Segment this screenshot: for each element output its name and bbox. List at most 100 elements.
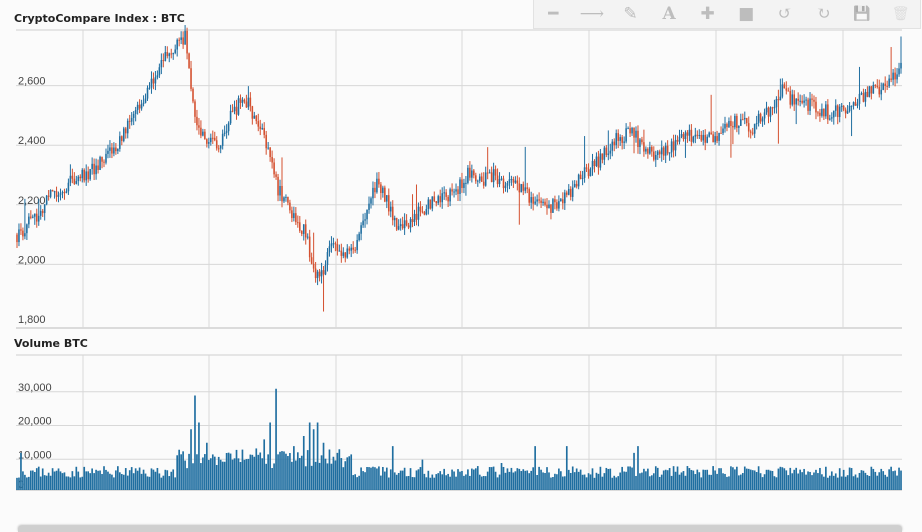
- volume-bar: [656, 467, 659, 490]
- candle-body: [498, 178, 501, 185]
- volume-bar: [122, 474, 125, 490]
- volume-bar: [516, 468, 519, 490]
- candle-body: [99, 156, 101, 170]
- volume-bar: [186, 468, 188, 490]
- volume-bar: [93, 473, 95, 490]
- save-icon[interactable]: 💾: [853, 6, 871, 22]
- volume-bar: [126, 475, 129, 490]
- redo-icon[interactable]: ↻: [816, 4, 831, 24]
- volume-bar: [888, 469, 890, 490]
- volume-bar: [16, 477, 18, 490]
- price-ytick-label: 2,600: [18, 76, 46, 88]
- volume-bar: [275, 388, 277, 490]
- volume-bar: [712, 466, 714, 490]
- volume-bar: [338, 449, 341, 490]
- volume-bar: [860, 470, 863, 490]
- plus-icon[interactable]: ✚: [700, 4, 715, 24]
- volume-bar: [579, 469, 582, 490]
- volume-bar: [348, 456, 351, 490]
- candle-body: [32, 216, 34, 218]
- volume-bar: [61, 473, 64, 490]
- chart-scrollbar[interactable]: [18, 526, 902, 532]
- minus-icon[interactable]: ━: [548, 4, 559, 24]
- volume-bar: [896, 475, 898, 490]
- candle-body: [306, 236, 309, 238]
- volume-bar: [99, 470, 101, 490]
- candle-body: [299, 222, 301, 231]
- candle-body: [283, 197, 285, 202]
- volume-bar: [241, 449, 244, 490]
- candle-body: [666, 145, 669, 154]
- volume-bar: [838, 468, 841, 490]
- candle-body: [613, 141, 616, 146]
- volume-bar: [65, 476, 68, 490]
- volume-bar: [378, 466, 380, 490]
- volume-bar: [352, 475, 355, 490]
- candle-body: [795, 98, 797, 105]
- volume-bar: [637, 446, 639, 490]
- volume-bar: [103, 466, 105, 490]
- volume-bar: [631, 467, 633, 490]
- square-icon[interactable]: ■: [738, 4, 755, 24]
- volume-bar: [206, 442, 208, 490]
- volume-bar: [415, 470, 418, 490]
- volume-bar: [771, 470, 774, 490]
- candle-body: [514, 180, 517, 183]
- volume-bar: [24, 474, 26, 490]
- volume-bar: [658, 476, 661, 490]
- candle-body: [382, 187, 384, 193]
- candle-body: [502, 178, 505, 189]
- text-icon[interactable]: A: [662, 4, 676, 24]
- candle-body: [573, 183, 576, 188]
- candle-body: [57, 195, 60, 197]
- candle-body: [476, 180, 479, 182]
- candle-body: [494, 169, 497, 176]
- pencil-icon[interactable]: ✎: [623, 4, 638, 24]
- volume-bar: [823, 476, 825, 490]
- candle-body: [803, 100, 805, 103]
- candle-body: [662, 147, 665, 156]
- candle-body: [684, 132, 687, 139]
- candle-body: [421, 211, 424, 213]
- volume-bar: [28, 476, 30, 490]
- price-ytick-label: 2,200: [18, 195, 46, 207]
- candle-body: [103, 161, 105, 163]
- volume-bar: [215, 464, 218, 490]
- volume-bar: [639, 473, 641, 490]
- volume-bar: [188, 453, 190, 490]
- volume-bar: [380, 475, 382, 490]
- candle-body: [546, 204, 548, 209]
- volume-bar: [257, 454, 260, 490]
- candle-body: [482, 181, 485, 186]
- arrow-right-icon[interactable]: ⟶: [579, 4, 605, 24]
- candle-body: [51, 190, 54, 192]
- candle-body: [146, 87, 149, 99]
- candle-body: [210, 137, 212, 143]
- candle-body: [775, 99, 778, 108]
- undo-icon[interactable]: ↺: [777, 4, 792, 24]
- volume-bar: [807, 471, 809, 490]
- candle-body: [562, 199, 564, 204]
- volume-bar: [168, 476, 171, 490]
- volume-bar: [793, 469, 796, 490]
- candle-body: [862, 93, 865, 102]
- candle-body: [176, 39, 178, 50]
- volume-bar: [429, 477, 432, 490]
- volume-bar: [37, 466, 40, 490]
- volume-bar: [502, 466, 505, 490]
- candle-body: [186, 30, 188, 54]
- volume-bar: [623, 471, 625, 490]
- candle-body: [172, 53, 175, 55]
- candle-body: [846, 111, 849, 114]
- candle-body: [793, 94, 796, 105]
- candle-body: [297, 222, 299, 224]
- volume-bar: [575, 468, 578, 490]
- trash-icon[interactable]: 🗑: [891, 6, 910, 22]
- volume-bar: [884, 474, 887, 490]
- volume-bar: [710, 474, 712, 490]
- volume-bar: [49, 475, 52, 490]
- candle-body: [409, 219, 412, 228]
- candle-body: [571, 187, 574, 197]
- volume-bar: [542, 472, 544, 490]
